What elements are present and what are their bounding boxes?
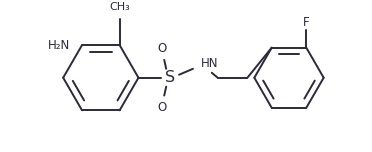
Text: H₂N: H₂N: [48, 39, 70, 52]
Text: S: S: [165, 70, 175, 85]
Text: O: O: [158, 41, 167, 55]
Text: O: O: [158, 101, 167, 114]
Text: CH₃: CH₃: [109, 2, 130, 12]
Text: HN: HN: [201, 57, 218, 70]
Text: F: F: [303, 16, 310, 29]
